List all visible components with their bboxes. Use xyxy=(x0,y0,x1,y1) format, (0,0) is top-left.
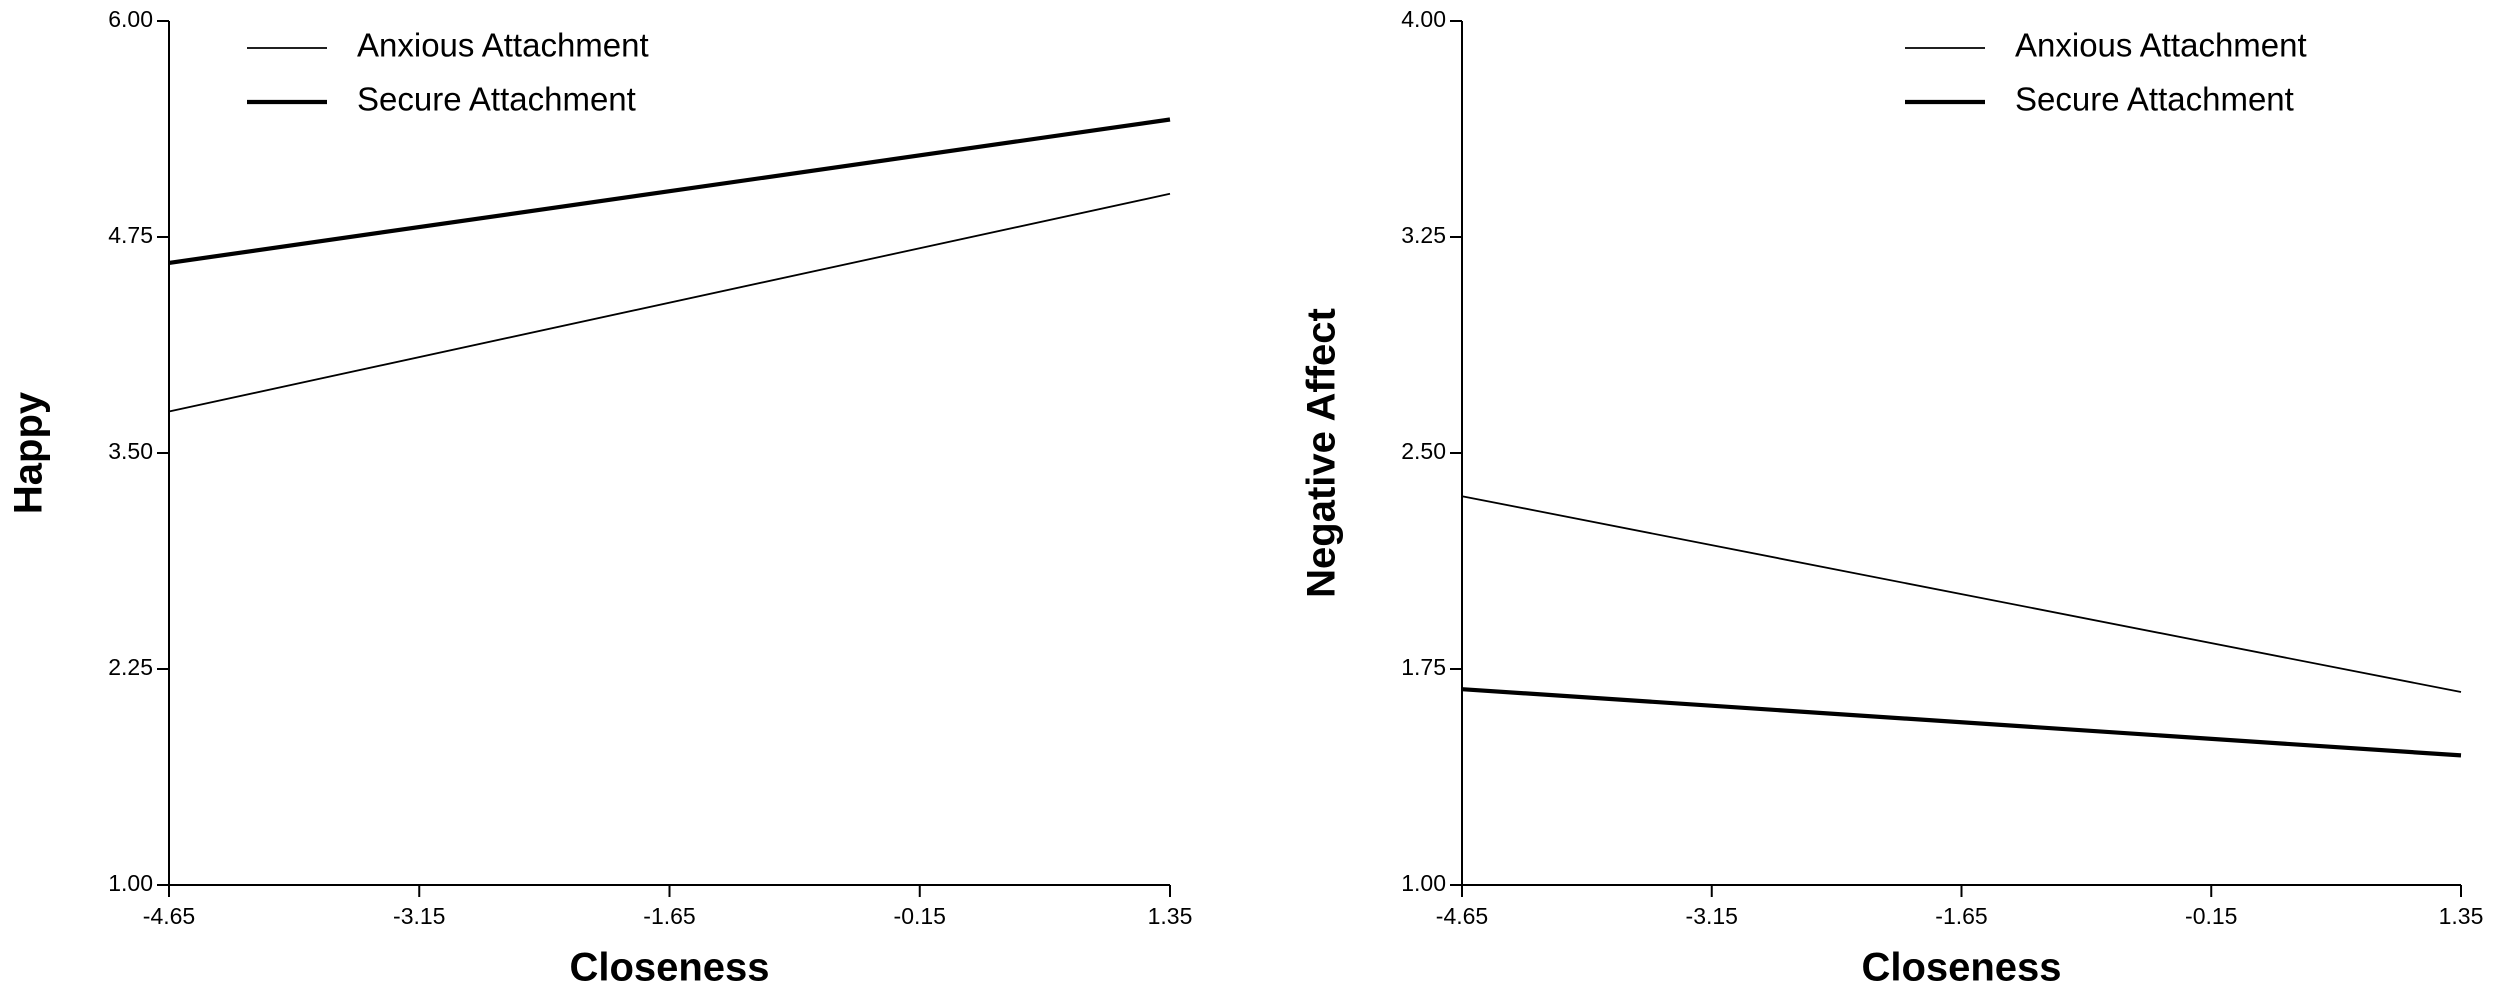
x-tick-label: 1.35 xyxy=(2439,903,2484,929)
y-tick-label: 1.75 xyxy=(1401,654,1446,680)
series-line xyxy=(168,192,1171,413)
x-axis-title: Closeness xyxy=(569,946,769,990)
series-line xyxy=(168,117,1171,265)
x-tick-label: -4.65 xyxy=(1436,903,1488,929)
legend-label: Secure Attachment xyxy=(2015,81,2294,118)
x-tick-label: -3.15 xyxy=(393,903,445,929)
series-line xyxy=(1461,495,2462,693)
x-tick-label: -1.65 xyxy=(643,903,695,929)
x-tick-label: -3.15 xyxy=(1686,903,1738,929)
x-tick-label: -0.15 xyxy=(894,903,946,929)
y-axis-title: Negative Affect xyxy=(1300,308,1344,598)
y-tick-label: 3.25 xyxy=(1401,222,1446,248)
y-tick-label: 2.50 xyxy=(1401,438,1446,464)
y-tick-label: 2.25 xyxy=(108,654,153,680)
series-line xyxy=(1461,687,2462,758)
y-tick-label: 1.00 xyxy=(1401,870,1446,896)
legend-label: Anxious Attachment xyxy=(2015,27,2307,64)
y-tick-label: 4.75 xyxy=(108,222,153,248)
y-tick-label: 6.00 xyxy=(108,6,153,32)
legend-label: Secure Attachment xyxy=(357,81,636,118)
y-tick-label: 1.00 xyxy=(108,870,153,896)
x-tick-label: -1.65 xyxy=(1935,903,1987,929)
y-tick-label: 4.00 xyxy=(1401,6,1446,32)
x-tick-label: -0.15 xyxy=(2185,903,2237,929)
y-axis-title: Happy xyxy=(7,391,51,514)
x-tick-label: -4.65 xyxy=(143,903,195,929)
x-tick-label: 1.35 xyxy=(1148,903,1193,929)
y-tick-label: 3.50 xyxy=(108,438,153,464)
x-axis-title: Closeness xyxy=(1861,946,2061,990)
legend-label: Anxious Attachment xyxy=(357,27,649,64)
